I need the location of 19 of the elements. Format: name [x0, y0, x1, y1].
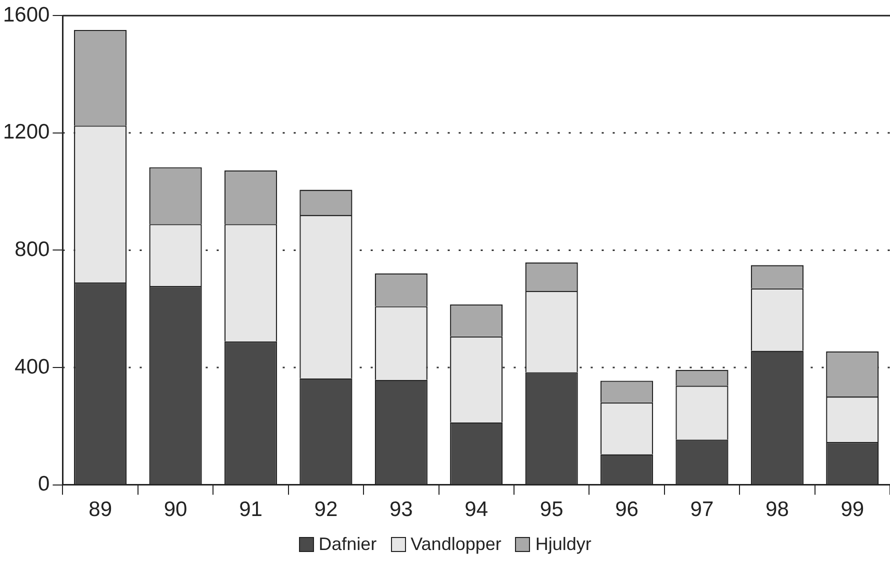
x-tick-label: 96	[615, 498, 638, 522]
x-tick-label: 89	[88, 498, 112, 522]
x-tick-label: 98	[766, 498, 789, 522]
x-tick-label: 97	[690, 498, 714, 522]
y-tick-label: 0	[38, 472, 50, 496]
x-tick-label: 92	[314, 498, 338, 522]
x-tick-label: 90	[164, 498, 188, 522]
y-tick-label: 800	[14, 238, 50, 261]
legend-label: Dafnier	[318, 534, 377, 555]
legend-label: Hjuldyr	[535, 534, 592, 555]
legend-label: Vandlopper	[410, 534, 502, 555]
x-tick-label: 99	[840, 498, 864, 522]
x-tick-label: 94	[464, 498, 488, 522]
x-tick-label: 95	[540, 498, 564, 522]
y-tick-label: 1600	[3, 3, 50, 26]
x-tick-label: 93	[389, 498, 413, 522]
y-tick-label: 400	[14, 355, 50, 378]
y-tick-label: 1200	[3, 120, 50, 144]
x-tick-label: 91	[239, 498, 262, 522]
